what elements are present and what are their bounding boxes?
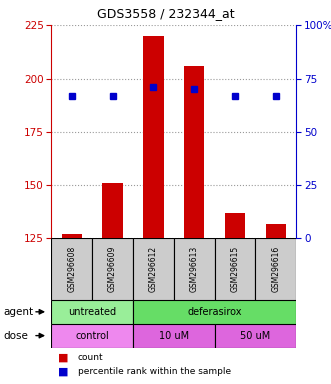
Bar [256,238,296,300]
Text: untreated: untreated [68,307,116,317]
Text: dose: dose [3,331,28,341]
Text: GSM296615: GSM296615 [230,246,240,292]
Bar [102,183,123,238]
Text: GSM296612: GSM296612 [149,246,158,292]
Bar [51,324,133,348]
Bar [265,223,286,238]
Text: agent: agent [3,307,33,317]
Bar [51,238,92,300]
Text: control: control [75,331,109,341]
Text: count: count [78,353,103,362]
Bar [92,238,133,300]
Bar [214,238,256,300]
Bar [51,300,133,324]
Bar [214,324,296,348]
Text: ■: ■ [58,353,69,363]
Bar [133,324,214,348]
Bar [133,300,296,324]
Bar [184,66,204,238]
Text: ■: ■ [58,367,69,377]
Bar [143,36,164,238]
Text: GSM296609: GSM296609 [108,246,117,292]
Text: GDS3558 / 232344_at: GDS3558 / 232344_at [97,7,234,20]
Text: GSM296613: GSM296613 [190,246,199,292]
Text: GSM296608: GSM296608 [67,246,76,292]
Text: 50 uM: 50 uM [240,331,270,341]
Text: deferasirox: deferasirox [187,307,242,317]
Bar [133,238,174,300]
Text: GSM296616: GSM296616 [271,246,280,292]
Bar [225,213,245,238]
Bar [174,238,214,300]
Bar [62,234,82,238]
Text: percentile rank within the sample: percentile rank within the sample [78,367,231,376]
Text: 10 uM: 10 uM [159,331,189,341]
